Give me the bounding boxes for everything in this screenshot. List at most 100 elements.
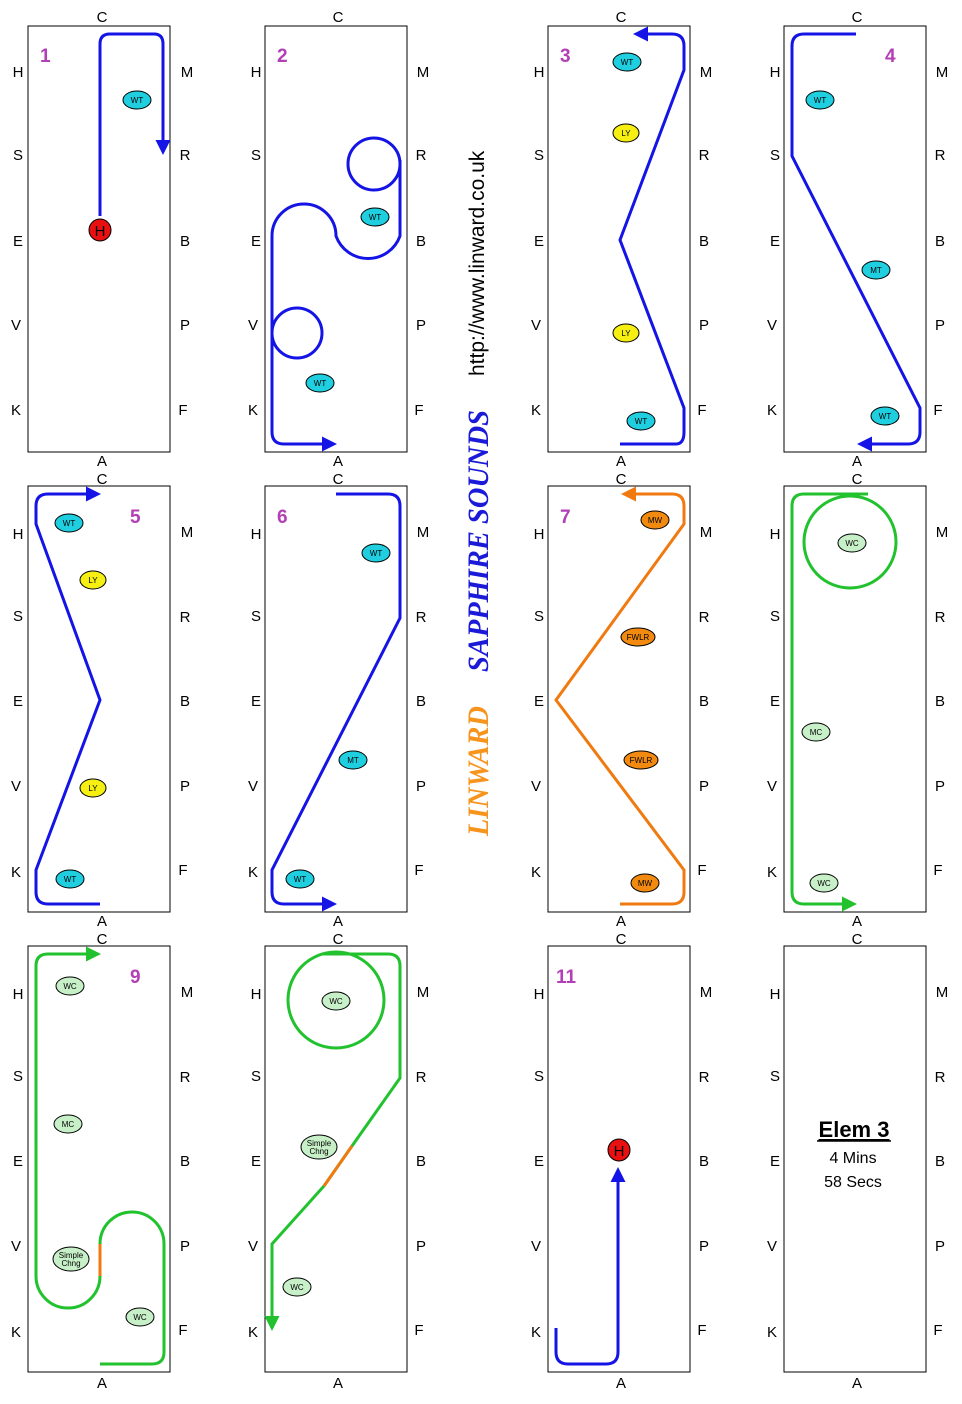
website-url: http://www.linward.co.uk — [466, 150, 489, 376]
letter-right-f: F — [933, 402, 942, 419]
arena — [783, 25, 927, 453]
letter-left-h: H — [13, 986, 24, 1003]
svg-text:MT: MT — [870, 266, 882, 275]
letter-left-k: K — [767, 402, 777, 419]
marker-ly: LY — [79, 570, 107, 590]
letter-right-b: B — [699, 693, 709, 710]
letter-right-m: M — [700, 524, 713, 541]
letter-bottom: A — [852, 913, 862, 930]
arena — [27, 945, 171, 1373]
route-line — [270, 160, 402, 452]
marker-wt: WT — [361, 543, 391, 563]
svg-text:LY: LY — [621, 129, 631, 138]
svg-text:WT: WT — [635, 417, 648, 426]
svg-text:WT: WT — [621, 58, 634, 67]
panel-2: C A H S E V K M R B P F 2 WT WT — [248, 9, 429, 470]
marker-wt: WT — [285, 869, 315, 889]
svg-text:WT: WT — [814, 96, 827, 105]
route-line — [790, 32, 922, 452]
letter-left-e: E — [770, 233, 780, 250]
letter-right-b: B — [699, 233, 709, 250]
letter-top: C — [616, 931, 627, 948]
panel-10: C A H S E V K M R B P F WC Simple Chng WC — [248, 931, 429, 1392]
letter-right-b: B — [416, 233, 426, 250]
letter-top: C — [97, 471, 108, 488]
letter-right-b: B — [180, 233, 190, 250]
letter-right-p: P — [416, 317, 426, 334]
letter-left-s: S — [251, 1068, 261, 1085]
marker-wt: WT — [626, 411, 656, 431]
letter-top: C — [333, 9, 344, 26]
letter-right-r: R — [935, 147, 946, 164]
letter-left-h: H — [251, 986, 262, 1003]
letter-left-k: K — [248, 864, 258, 881]
letter-left-e: E — [13, 693, 23, 710]
letter-right-p: P — [180, 1238, 190, 1255]
letter-right-b: B — [935, 693, 945, 710]
svg-text:WT: WT — [63, 519, 76, 528]
letter-right-r: R — [699, 147, 710, 164]
letter-left-k: K — [248, 402, 258, 419]
letter-right-p: P — [699, 317, 709, 334]
panel-number: 6 — [277, 507, 288, 528]
letter-right-b: B — [180, 1153, 190, 1170]
letter-bottom: A — [852, 1375, 862, 1392]
letter-right-p: P — [935, 1238, 945, 1255]
panel-number: 1 — [40, 46, 51, 67]
brand-title: SAPPHIRE SOUNDS — [462, 410, 495, 672]
letter-top: C — [616, 9, 627, 26]
letter-left-h: H — [770, 64, 781, 81]
letter-left-h: H — [251, 64, 262, 81]
letter-left-v: V — [531, 1238, 541, 1255]
letter-right-r: R — [699, 1069, 710, 1086]
marker-ly: LY — [612, 123, 640, 143]
letter-left-s: S — [770, 608, 780, 625]
svg-text:MC: MC — [810, 728, 823, 737]
svg-text:LY: LY — [621, 329, 631, 338]
marker-wc: WC — [809, 873, 839, 893]
letter-left-h: H — [534, 64, 545, 81]
letter-right-r: R — [935, 609, 946, 626]
letter-left-s: S — [251, 147, 261, 164]
arena — [783, 945, 927, 1373]
letter-right-b: B — [935, 1153, 945, 1170]
letter-top: C — [852, 471, 863, 488]
letter-right-p: P — [416, 1238, 426, 1255]
marker-wt: WT — [360, 207, 390, 227]
svg-text:WT: WT — [369, 213, 382, 222]
route-circle-lower — [270, 306, 324, 360]
panel-number: 5 — [130, 507, 141, 528]
letter-right-m: M — [181, 984, 194, 1001]
svg-text:WT: WT — [879, 412, 892, 421]
letter-right-r: R — [416, 1069, 427, 1086]
letter-right-r: R — [180, 1069, 191, 1086]
letter-right-f: F — [178, 862, 187, 879]
route-line — [554, 486, 686, 906]
svg-text:WC: WC — [63, 982, 77, 991]
svg-text:H: H — [95, 223, 106, 240]
letter-right-p: P — [935, 778, 945, 795]
letter-right-m: M — [936, 64, 949, 81]
letter-right-r: R — [416, 609, 427, 626]
letter-left-h: H — [534, 986, 545, 1003]
letter-left-v: V — [11, 778, 21, 795]
letter-right-b: B — [699, 1153, 709, 1170]
letter-left-k: K — [11, 864, 21, 881]
letter-right-f: F — [933, 1322, 942, 1339]
svg-text:WT: WT — [64, 875, 77, 884]
marker-wc: WC — [321, 991, 351, 1011]
panel-8: C A H S E V K M R B P F WC MC WC — [767, 471, 948, 930]
letter-right-r: R — [180, 147, 191, 164]
panel-number: 2 — [277, 46, 288, 67]
marker-mt: MT — [338, 750, 368, 770]
letter-right-m: M — [700, 64, 713, 81]
element-duration-seconds: 58 Secs — [824, 1174, 882, 1191]
letter-right-p: P — [180, 317, 190, 334]
marker-wc: WC — [282, 1277, 312, 1297]
svg-text:MW: MW — [648, 516, 663, 525]
panel-11: C A H S E V K M R B P F 11 H — [531, 931, 712, 1392]
marker-wt: WT — [870, 406, 900, 426]
brand-subtitle: LINWARD — [462, 706, 495, 837]
marker-ly: LY — [612, 323, 640, 343]
letter-bottom: A — [97, 453, 107, 470]
